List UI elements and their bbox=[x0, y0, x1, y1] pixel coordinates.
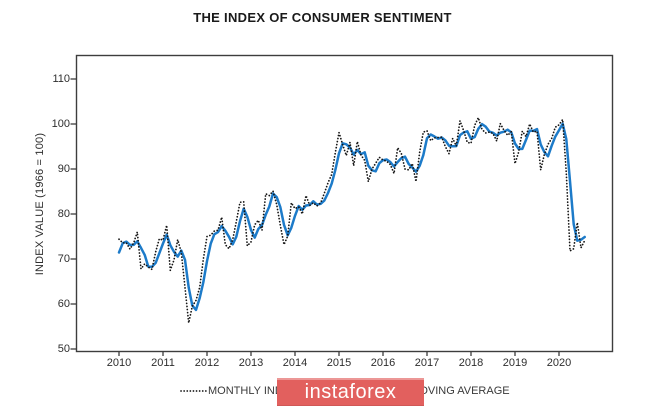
x-tick-label: 2014 bbox=[282, 357, 308, 369]
x-tick-label: 2018 bbox=[458, 357, 484, 369]
y-tick-label: 90 bbox=[57, 162, 70, 175]
plot-border bbox=[75, 54, 614, 353]
y-tick-label: 50 bbox=[57, 342, 70, 355]
y-tick-label: 100 bbox=[51, 117, 70, 130]
chart-title: THE INDEX OF CONSUMER SENTIMENT bbox=[193, 10, 452, 25]
x-tick-label: 2011 bbox=[151, 357, 175, 369]
y-tick-label: 80 bbox=[57, 207, 70, 220]
y-tick-label: 60 bbox=[57, 297, 70, 310]
x-tick-label: 2019 bbox=[502, 357, 528, 369]
watermark-text: instaforex bbox=[304, 381, 397, 403]
legend-label-monthly: MONTHLY INDEX bbox=[208, 385, 298, 397]
x-tick-label: 2010 bbox=[106, 357, 132, 369]
x-tick-label: 2020 bbox=[546, 357, 572, 369]
y-tick-label: 110 bbox=[52, 72, 70, 85]
instaforex-watermark: instaforex bbox=[277, 378, 424, 406]
y-tick-label: 70 bbox=[57, 252, 70, 265]
x-tick-label: 2012 bbox=[194, 357, 220, 369]
monthly-line-legend-swatch bbox=[180, 390, 207, 392]
x-tick-label: 2015 bbox=[326, 357, 352, 369]
monthly-index-line bbox=[118, 116, 586, 324]
x-tick-label: 2016 bbox=[370, 357, 396, 369]
x-tick-label: 2017 bbox=[414, 357, 440, 369]
x-tick-label: 2013 bbox=[238, 357, 264, 369]
